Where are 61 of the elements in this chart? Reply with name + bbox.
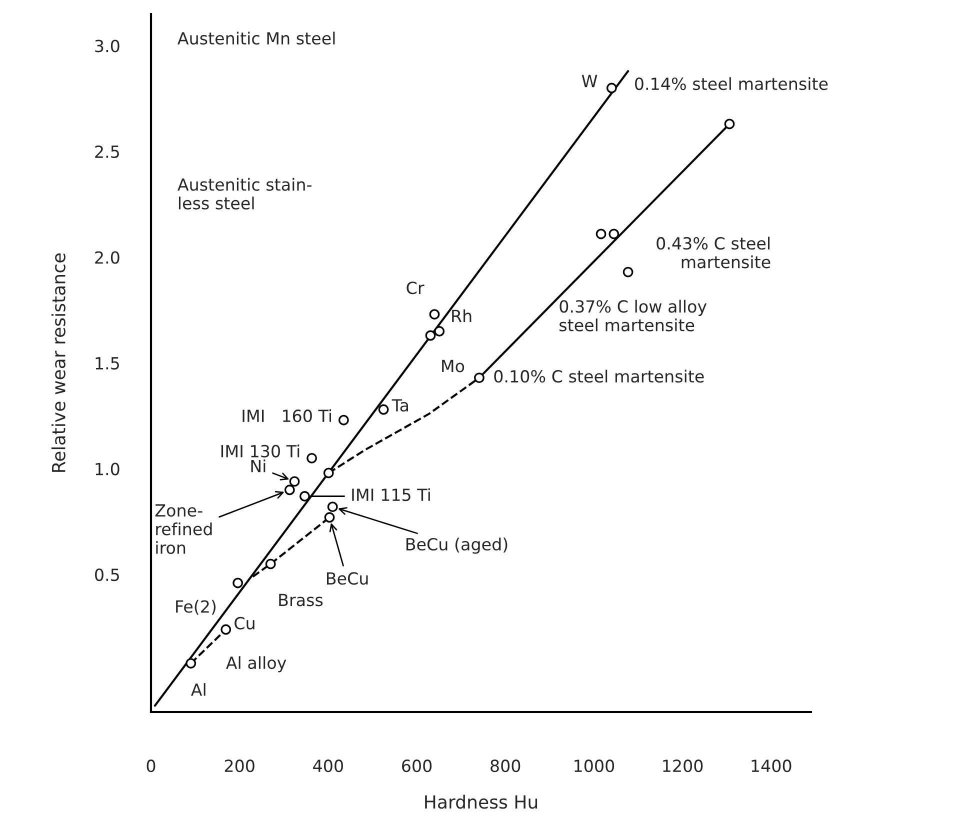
point — [724, 118, 735, 130]
point — [265, 558, 276, 570]
x-axis-title: Hardness Hu — [425, 794, 538, 809]
annotation: 0.14% steel martensite — [634, 77, 828, 90]
point — [324, 512, 335, 523]
annotation: Mo — [442, 360, 464, 372]
point — [606, 82, 617, 94]
y-tick-label: 2.5 — [95, 145, 119, 158]
annotation: W — [582, 74, 598, 88]
annotation: Brass — [279, 594, 323, 606]
point — [474, 372, 484, 384]
annotation: Fe(2) — [176, 600, 216, 615]
point — [306, 452, 318, 464]
annotation: Cr — [406, 282, 424, 294]
y-axis-title: Relative wear resistance — [51, 253, 66, 472]
annotation: Al — [190, 683, 206, 696]
point — [596, 228, 606, 240]
annotation: Ni — [251, 459, 266, 472]
annotation: Zone- refined iron — [155, 504, 212, 554]
annotation: BeCu — [326, 572, 368, 585]
point — [220, 624, 232, 635]
annotation: 0.10% C steel martensite — [494, 370, 704, 383]
x-tick-label: 1400 — [752, 760, 792, 772]
point — [232, 578, 244, 588]
y-tick-label: 2.0 — [95, 251, 120, 264]
point — [378, 404, 389, 415]
point — [327, 502, 338, 512]
annotation: 0.37% C low alloy steel martensite — [560, 300, 707, 332]
y-tick-label: 1.5 — [96, 357, 119, 370]
point — [429, 309, 440, 320]
annotation: Ta — [392, 399, 408, 412]
x-tick-label: 600 — [402, 760, 432, 772]
point — [323, 468, 334, 478]
x-tick-label: 0 — [146, 760, 156, 772]
annotation: 0.43% C steel martensite — [656, 236, 770, 268]
annotation: Cu — [234, 616, 254, 630]
annotation: IMI 115 Ti — [352, 488, 430, 502]
point — [289, 476, 300, 487]
point — [622, 266, 634, 278]
x-tick-label: 200 — [224, 760, 254, 772]
annotation: BeCu (aged) — [406, 538, 508, 554]
point — [284, 484, 295, 496]
point — [299, 491, 310, 502]
annotation: Austenitic Mn steel — [178, 32, 335, 45]
x-tick-label: 1200 — [663, 760, 703, 772]
point — [425, 330, 436, 341]
annotation: Al alloy — [226, 656, 286, 672]
annotation: Austenitic stain- less steel — [178, 178, 312, 210]
point — [186, 658, 196, 669]
annotation: Rh — [452, 309, 472, 322]
x-tick-label: 1000 — [574, 760, 614, 772]
y-tick-label: 3.0 — [95, 40, 120, 52]
point — [608, 228, 620, 240]
point — [338, 414, 349, 426]
y-tick-label: 1.0 — [96, 462, 120, 476]
point — [434, 326, 445, 336]
x-tick-label: 400 — [313, 760, 343, 772]
y-tick-label: 0.5 — [95, 568, 119, 582]
x-tick-label: 800 — [490, 760, 520, 772]
annotation: IMI 130 Ti — [221, 444, 300, 458]
annotation: IMI 160 Ti — [242, 409, 332, 422]
